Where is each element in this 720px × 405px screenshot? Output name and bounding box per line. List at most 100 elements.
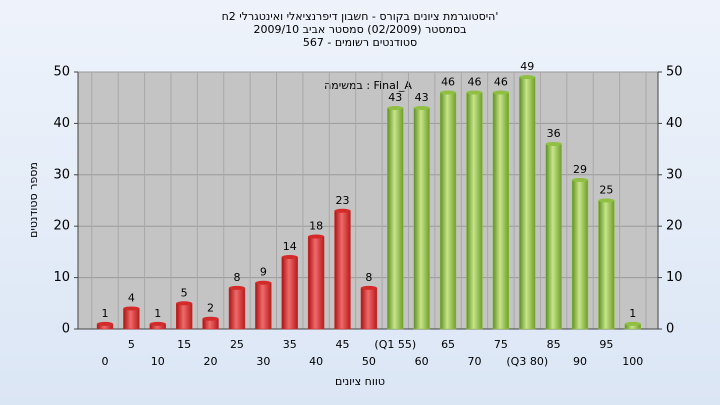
y-tick-label: 50 <box>53 65 70 80</box>
x-tick-label: 30 <box>256 355 270 368</box>
y2-tick-label: 40 <box>666 116 683 131</box>
bar-cap <box>387 105 404 110</box>
bar <box>519 76 536 330</box>
bar <box>598 200 615 330</box>
value-label: 9 <box>260 266 267 279</box>
value-label: 29 <box>573 163 587 176</box>
value-label: 36 <box>547 127 561 140</box>
bar <box>175 303 193 330</box>
value-label: 18 <box>309 219 323 232</box>
bar-cap <box>466 90 483 95</box>
bar-cap <box>97 321 113 326</box>
value-label: 1 <box>629 307 636 320</box>
bar-cap <box>334 208 351 213</box>
y-tick-label: 30 <box>53 167 70 182</box>
value-label: 43 <box>415 91 429 104</box>
bar-cap <box>123 306 140 311</box>
bar <box>360 287 378 330</box>
x-tick-label: 65 <box>441 338 455 351</box>
y-tick-label: 0 <box>62 322 70 337</box>
x-tick-label: 10 <box>151 355 165 368</box>
y-tick-label: 10 <box>53 270 70 285</box>
value-label: 14 <box>283 240 297 253</box>
bar-cap <box>229 285 245 290</box>
value-label: 4 <box>128 291 135 304</box>
x-tick-label: (Q3 80) <box>506 355 548 368</box>
value-label: 23 <box>336 194 350 207</box>
bar-cap <box>572 177 588 182</box>
value-label: 46 <box>494 76 508 89</box>
y-axis-label: מספר סטודנטים <box>27 162 40 238</box>
y2-tick-label: 30 <box>666 167 683 182</box>
bar <box>492 92 510 330</box>
y-tick-label: 40 <box>53 116 70 131</box>
x-axis-label: טווח ציונים <box>335 375 385 388</box>
x-tick-label: (Q1 55) <box>374 338 416 351</box>
bar <box>413 107 430 330</box>
y2-tick-label: 10 <box>666 270 683 285</box>
bar-cap <box>308 234 325 239</box>
bar-cap <box>149 321 166 326</box>
title-line: סטודנטים רשומים - 567 <box>303 36 417 49</box>
x-tick-label: 70 <box>467 355 481 368</box>
bar <box>228 287 246 330</box>
annotation: במשימה : Final_A <box>324 79 412 92</box>
x-tick-label: 20 <box>204 355 218 368</box>
x-tick-label: 25 <box>230 338 244 351</box>
y2-tick-label: 20 <box>666 219 683 234</box>
y2-tick-label: 50 <box>666 65 683 80</box>
value-label: 8 <box>365 271 372 284</box>
bar-cap <box>624 321 641 326</box>
bar-cap <box>360 285 377 290</box>
x-tick-label: 75 <box>494 338 508 351</box>
value-label: 43 <box>388 91 402 104</box>
x-tick-label: 50 <box>362 355 376 368</box>
bar <box>466 92 483 330</box>
value-label: 1 <box>154 307 161 320</box>
value-label: 46 <box>467 76 481 89</box>
bar <box>281 256 298 330</box>
bar-cap <box>413 105 430 110</box>
x-tick-label: 5 <box>128 338 135 351</box>
x-tick-label: 100 <box>622 355 643 368</box>
x-tick-label: 45 <box>336 338 350 351</box>
title-line: היסטוגרמת ציונים בקורס - חשבון דיפרנציאל… <box>222 10 499 23</box>
bar <box>439 92 457 330</box>
x-tick-label: 15 <box>177 338 191 351</box>
bar-cap <box>176 301 193 306</box>
y-tick-label: 20 <box>53 219 70 234</box>
bar-cap <box>255 280 272 285</box>
y2-tick-label: 0 <box>666 322 674 337</box>
bar-cap <box>440 90 456 95</box>
bar-cap <box>545 141 562 146</box>
bar <box>334 210 351 330</box>
x-tick-label: 35 <box>283 338 297 351</box>
bar <box>387 107 404 330</box>
x-tick-label: 85 <box>547 338 561 351</box>
bar <box>545 143 562 330</box>
value-label: 2 <box>207 302 214 315</box>
bar-cap <box>492 90 509 95</box>
x-tick-label: 90 <box>573 355 587 368</box>
value-label: 1 <box>101 307 108 320</box>
bar-cap <box>202 316 219 321</box>
bar <box>307 236 325 330</box>
x-tick-label: 95 <box>599 338 613 351</box>
bar-cap <box>519 75 536 80</box>
value-label: 49 <box>520 60 534 73</box>
title-line: בסמסטר (02/2009) סמסטר אביב 2009/10 <box>253 23 466 36</box>
value-label: 5 <box>181 286 188 299</box>
bar <box>123 308 140 330</box>
bar-cap <box>281 255 298 260</box>
value-label: 46 <box>441 76 455 89</box>
bar <box>255 282 272 330</box>
bar <box>571 179 589 330</box>
bar-cap <box>598 198 615 203</box>
x-tick-label: 0 <box>101 355 108 368</box>
value-label: 25 <box>599 184 613 197</box>
value-label: 8 <box>233 271 240 284</box>
x-tick-label: 40 <box>309 355 323 368</box>
x-tick-label: 60 <box>415 355 429 368</box>
